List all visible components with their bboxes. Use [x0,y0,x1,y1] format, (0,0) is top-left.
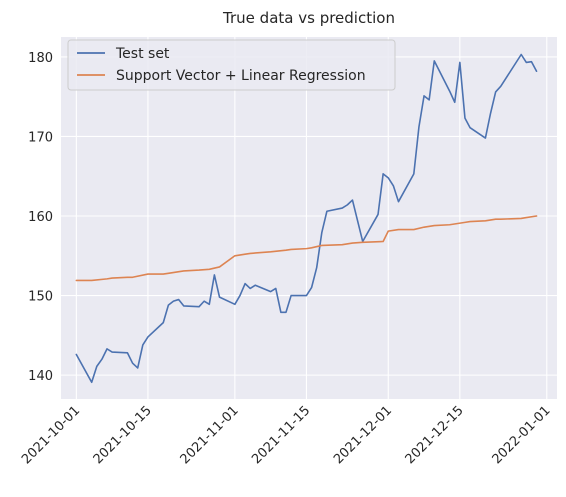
x-tick-label: 2021-12-01 [331,403,395,467]
x-axis: 2021-10-01 2021-10-15 2021-11-01 2021-11-15… [19,403,553,467]
series-line-test-set [75,53,538,384]
series-layer [75,53,538,384]
legend-label: Support Vector + Linear Regression [116,68,366,84]
x-tick-label: 2021-10-01 [19,403,83,467]
y-tick-label: 160 [28,210,53,225]
y-tick-label: 150 [28,290,53,305]
series-line-prediction [75,215,538,282]
y-tick-label: 140 [28,369,53,384]
x-tick-label: 2021-10-15 [91,403,155,467]
y-tick-label: 170 [28,130,53,145]
y-tick-label: 180 [28,51,53,66]
plot-area [61,37,557,399]
x-tick-label: 2021-11-01 [178,403,242,467]
x-tick-label: 2021-11-15 [249,403,313,467]
legend: Test set Support Vector + Linear Regressi… [67,39,396,91]
legend-label: Test set [115,46,170,62]
y-axis: 140 150 160 170 180 [28,51,53,384]
x-tick-label: 2021-12-15 [403,403,467,467]
legend-box [67,39,396,91]
chart-title: True data vs prediction [222,9,395,27]
x-tick-label: 2022-01-01 [490,403,554,467]
